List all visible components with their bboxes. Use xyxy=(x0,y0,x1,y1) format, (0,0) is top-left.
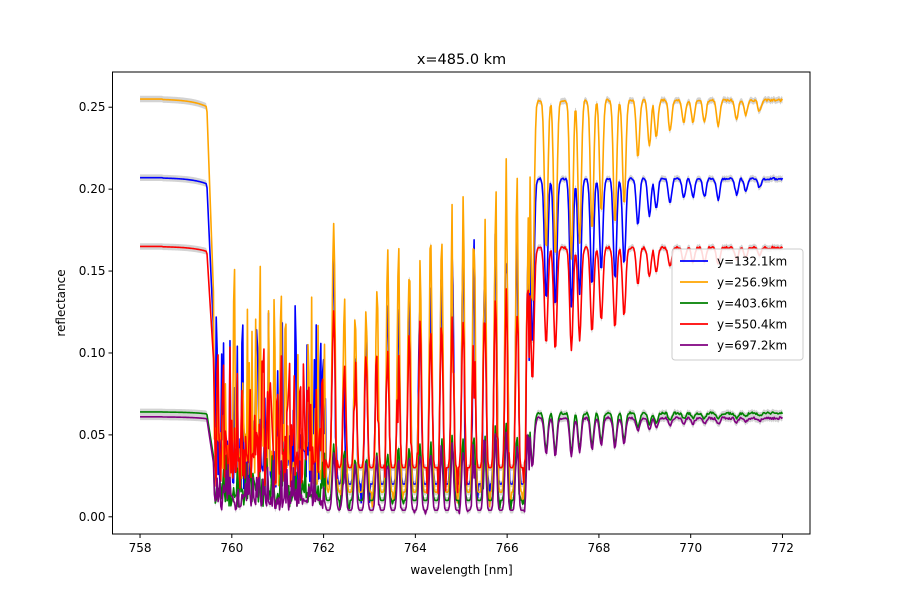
x-tick-label: 768 xyxy=(587,541,610,555)
legend-label: y=256.9km xyxy=(717,276,787,290)
x-tick-label: 758 xyxy=(129,541,152,555)
plot-area xyxy=(140,95,784,518)
y-tick-label: 0.15 xyxy=(79,264,106,278)
x-tick-label: 760 xyxy=(220,541,243,555)
y-axis: 0.00 0.05 0.10 0.15 0.20 0.25 xyxy=(79,100,113,524)
y-tick-label: 0.10 xyxy=(79,346,106,360)
y-tick-label: 0.20 xyxy=(79,182,106,196)
series-group xyxy=(140,95,784,518)
x-tick-label: 770 xyxy=(679,541,702,555)
x-axis-label: wavelength [nm] xyxy=(410,563,512,577)
legend-label: y=403.6km xyxy=(717,297,787,311)
legend-label: y=132.1km xyxy=(717,255,787,269)
legend-label: y=550.4km xyxy=(717,318,787,332)
legend-box xyxy=(671,248,804,361)
x-tick-label: 772 xyxy=(771,541,794,555)
x-axis: 758 760 762 764 766 768 770 772 xyxy=(129,534,794,555)
x-tick-label: 766 xyxy=(496,541,519,555)
series-line-y=697.2km xyxy=(140,416,784,515)
y-tick-label: 0.05 xyxy=(79,428,106,442)
legend: y=132.1km y=256.9km y=403.6km y=550.4km y=69… xyxy=(671,248,804,361)
y-axis-label: reflectance xyxy=(54,269,68,336)
y-tick-label: 0.25 xyxy=(79,100,106,114)
x-tick-label: 762 xyxy=(312,541,335,555)
chart-title: x=485.0 km xyxy=(417,52,506,68)
axes-frame xyxy=(112,71,811,535)
legend-label: y=697.2km xyxy=(717,339,787,353)
series-line-y=550.4km xyxy=(140,245,784,495)
y-tick-label: 0.00 xyxy=(79,510,106,524)
x-tick-label: 764 xyxy=(404,541,427,555)
